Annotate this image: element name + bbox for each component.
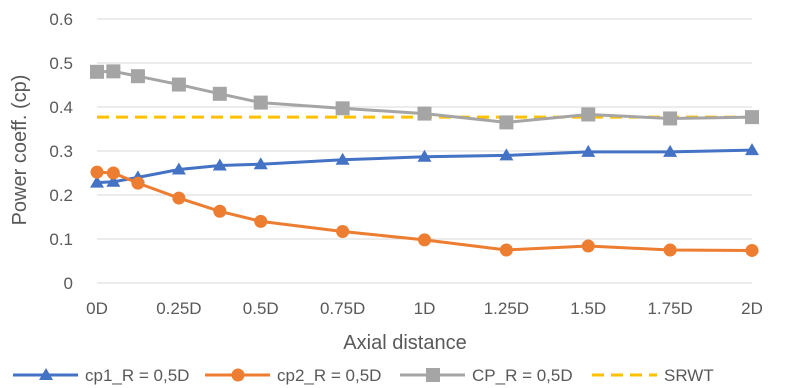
- x-tick-label: 2D: [741, 299, 763, 318]
- data-point-cp2-r-0-5d: [499, 243, 513, 257]
- legend-label: SRWT: [664, 366, 714, 385]
- legend-label: cp1_R = 0,5D: [85, 366, 189, 385]
- x-tick-label: 1D: [414, 299, 436, 318]
- data-point-cp1-r-0-5d: [417, 149, 432, 162]
- y-tick-label: 0.5: [49, 54, 73, 73]
- data-point-cp2-r-0-5d: [336, 225, 350, 239]
- legend-item-cp2-r-0-5d: cp2_R = 0,5D: [205, 366, 381, 385]
- x-axis-title: Axial distance: [343, 332, 466, 354]
- series-cp2-r-0-5d: [90, 165, 759, 257]
- x-tick-label: 1.25D: [484, 299, 529, 318]
- data-point-cp2-r-0-5d: [172, 191, 186, 205]
- x-tick-label: 0.75D: [320, 299, 365, 318]
- gridlines: [97, 18, 752, 240]
- series-cp-r-0-5d: [90, 64, 759, 130]
- data-point-cp-r-0-5d: [581, 107, 596, 122]
- legend-marker: [426, 368, 440, 382]
- x-tick-label: 1.75D: [647, 299, 692, 318]
- x-tick-label: 1.5D: [570, 299, 606, 318]
- legend-item-srwt: SRWT: [592, 366, 714, 385]
- data-point-cp-r-0-5d: [130, 69, 145, 84]
- legend-item-cp-r-0-5d: CP_R = 0,5D: [400, 366, 573, 385]
- x-tick-label: 0.5D: [243, 299, 279, 318]
- data-point-cp1-r-0-5d: [253, 157, 268, 170]
- data-point-cp1-r-0-5d: [745, 143, 759, 156]
- legend: cp1_R = 0,5D cp2_R = 0,5D CP_R = 0,5D SRWT: [13, 366, 714, 385]
- data-point-cp-r-0-5d: [90, 64, 104, 79]
- data-point-cp1-r-0-5d: [212, 158, 227, 171]
- data-point-cp-r-0-5d: [663, 111, 678, 126]
- legend-marker: [231, 368, 245, 382]
- data-point-cp-r-0-5d: [417, 106, 432, 121]
- series-cp1-r-0-5d: [90, 143, 759, 188]
- data-point-cp-r-0-5d: [212, 86, 227, 101]
- x-tick-label: 0.25D: [156, 299, 201, 318]
- series-layer: [90, 64, 759, 257]
- data-point-cp2-r-0-5d: [131, 176, 145, 190]
- y-tick-label: 0.6: [49, 10, 73, 29]
- legend-item-cp1-r-0-5d: cp1_R = 0,5D: [13, 366, 189, 385]
- y-axis-ticks: 0 0.1 0.2 0.3 0.4 0.5 0.6: [49, 10, 73, 293]
- legend-marker: [39, 368, 53, 380]
- data-point-cp2-r-0-5d: [663, 243, 677, 257]
- y-tick-label: 0.2: [49, 186, 73, 205]
- data-point-cp1-r-0-5d: [90, 175, 104, 188]
- data-point-cp1-r-0-5d: [663, 144, 678, 157]
- data-point-cp-r-0-5d: [106, 64, 121, 79]
- y-tick-label: 0.4: [49, 98, 73, 117]
- data-point-cp1-r-0-5d: [335, 152, 350, 165]
- data-point-cp-r-0-5d: [335, 101, 350, 116]
- data-point-cp1-r-0-5d: [106, 174, 121, 187]
- data-point-cp2-r-0-5d: [254, 214, 268, 228]
- x-tick-label: 0D: [86, 299, 108, 318]
- y-tick-label: 0.1: [49, 230, 73, 249]
- data-point-cp2-r-0-5d: [745, 243, 759, 257]
- data-point-cp-r-0-5d: [499, 115, 514, 130]
- data-point-cp2-r-0-5d: [106, 166, 120, 180]
- legend-label: cp2_R = 0,5D: [277, 366, 381, 385]
- data-point-cp-r-0-5d: [253, 95, 268, 110]
- data-point-cp2-r-0-5d: [581, 239, 595, 253]
- data-point-cp-r-0-5d: [171, 77, 186, 92]
- data-point-cp2-r-0-5d: [213, 204, 227, 218]
- y-tick-label: 0.3: [49, 142, 73, 161]
- legend-label: CP_R = 0,5D: [472, 366, 573, 385]
- y-axis-title: Power coeff. (cp): [9, 75, 31, 226]
- data-point-cp1-r-0-5d: [171, 162, 186, 175]
- data-point-cp1-r-0-5d: [499, 148, 514, 161]
- y-tick-label: 0: [64, 274, 73, 293]
- data-point-cp-r-0-5d: [745, 110, 759, 125]
- data-point-cp1-r-0-5d: [581, 144, 596, 157]
- data-point-cp2-r-0-5d: [418, 233, 431, 247]
- data-point-cp2-r-0-5d: [90, 165, 104, 179]
- x-axis-ticks: 0D 0.25D 0.5D 0.75D 1D 1.25D 1.5D 1.75D 2D: [86, 299, 763, 318]
